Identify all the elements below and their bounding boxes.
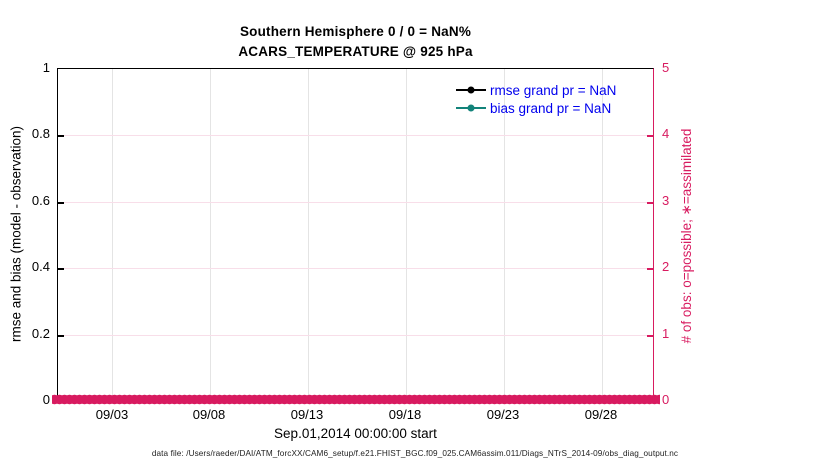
right-y-tick-label: 0 bbox=[662, 392, 670, 407]
x-tick-label: 09/28 bbox=[584, 407, 618, 422]
left-tick-mark bbox=[58, 268, 64, 270]
chart-title: Southern Hemisphere 0 / 0 = NaN% ACARS_T… bbox=[57, 22, 654, 62]
x-tick-label: 09/08 bbox=[192, 407, 226, 422]
left-y-tick-label: 0 bbox=[42, 392, 50, 407]
left-tick-mark bbox=[58, 335, 64, 337]
rmse-line-marker-icon bbox=[456, 88, 486, 92]
chart-title-line1: Southern Hemisphere 0 / 0 = NaN% bbox=[239, 24, 472, 39]
right-y-tick-label: 2 bbox=[662, 259, 670, 274]
obs-count-zero-markers bbox=[52, 394, 660, 405]
x-tick-label: 09/03 bbox=[95, 407, 129, 422]
right-y-tick-label: 1 bbox=[662, 326, 670, 341]
right-y-tick-label: 4 bbox=[662, 126, 670, 141]
gridline-horizontal bbox=[58, 135, 653, 136]
gridline-horizontal bbox=[58, 202, 653, 203]
gridline-vertical bbox=[112, 69, 113, 399]
legend: rmse grand pr = NaN bias grand pr = NaN bbox=[456, 81, 616, 117]
right-tick-mark bbox=[647, 202, 653, 204]
left-y-tick-label: 0.6 bbox=[31, 193, 50, 208]
right-y-tick-label: 5 bbox=[662, 60, 670, 75]
right-tick-mark bbox=[647, 135, 653, 137]
x-tick-label: 09/13 bbox=[290, 407, 324, 422]
chart-title-line2: ACARS_TEMPERATURE @ 925 hPa bbox=[238, 44, 473, 59]
gridline-vertical bbox=[210, 69, 211, 399]
gridline-vertical bbox=[308, 69, 309, 399]
gridline-vertical bbox=[602, 69, 603, 399]
right-y-tick-label: 3 bbox=[662, 193, 670, 208]
x-axis-title: Sep.01,2014 00:00:00 start bbox=[274, 426, 437, 441]
left-tick-mark bbox=[58, 135, 64, 137]
legend-label-bias: bias grand pr = NaN bbox=[490, 100, 612, 116]
left-y-tick-label: 1 bbox=[42, 60, 50, 75]
data-file-path: data file: /Users/raeder/DAI/ATM_forcXX/… bbox=[151, 449, 679, 458]
left-y-tick-label: 0.2 bbox=[31, 326, 50, 341]
left-tick-mark bbox=[58, 202, 64, 204]
plot-area bbox=[57, 68, 654, 400]
bias-line-marker-icon bbox=[456, 106, 486, 110]
left-y-tick-label: 0.8 bbox=[31, 126, 50, 141]
gridline-vertical bbox=[504, 69, 505, 399]
gridline-vertical bbox=[406, 69, 407, 399]
right-tick-mark bbox=[647, 268, 653, 270]
x-tick-label: 09/18 bbox=[388, 407, 422, 422]
legend-item-rmse: rmse grand pr = NaN bbox=[456, 81, 616, 99]
legend-item-bias: bias grand pr = NaN bbox=[456, 99, 616, 117]
legend-label-rmse: rmse grand pr = NaN bbox=[490, 82, 617, 98]
gridline-horizontal bbox=[58, 335, 653, 336]
gridline-horizontal bbox=[58, 268, 653, 269]
left-y-tick-label: 0.4 bbox=[31, 259, 50, 274]
x-tick-label: 09/23 bbox=[486, 407, 520, 422]
right-y-axis-title: # of obs: o=possible; ∗=assimilated bbox=[679, 128, 694, 344]
right-tick-mark bbox=[647, 335, 653, 337]
left-y-axis-title: rmse and bias (model - observation) bbox=[8, 125, 24, 343]
